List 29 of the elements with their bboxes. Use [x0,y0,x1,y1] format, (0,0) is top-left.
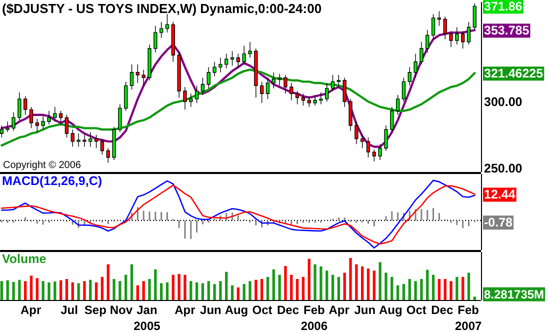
x-tick-label: Feb 2006 [300,303,328,332]
x-tick-label: Jul [60,303,78,317]
x-tick-label: Dec [431,303,454,317]
chart-title: MACD(12,26,9,C) [2,174,102,188]
chart-title: ($DJUSTY - US TOYS INDEX,W) Dynamic,0:00-24:00 [2,1,322,16]
x-tick-label: Aug [378,303,402,317]
x-tick-label: Jun [354,303,376,317]
y-tick-label: 250.00 [484,162,522,176]
x-tick-label: Jan 2005 [134,303,161,332]
x-tick-label: Nov [110,303,133,317]
x-tick-label: Apr [174,303,196,317]
y-tick-label: -0.78 [484,216,513,230]
x-tick-label: Dec [277,303,300,317]
x-tick-label: Sep [84,303,106,317]
x-tick-label: Apr [328,303,350,317]
x-tick-label: Oct [406,303,426,317]
x-tick-label: Aug [224,303,248,317]
chart-title: Volume [2,252,46,266]
y-tick-label: 353.785 [484,24,530,38]
y-tick-label: 371.86 [484,0,522,14]
y-tick-label: 300.00 [484,95,522,110]
annotation: Copyright © 2006 [3,160,82,171]
x-tick-label: Feb 2007 [454,303,482,332]
x-tick-label: Oct [252,303,272,317]
x-tick-label: Jun [200,303,222,317]
y-tick-label: 321.46225 [484,66,544,81]
y-tick-label: 12.44 [484,188,516,202]
x-tick-label: Apr [20,303,42,317]
annotation: 8.281735M [484,287,544,302]
